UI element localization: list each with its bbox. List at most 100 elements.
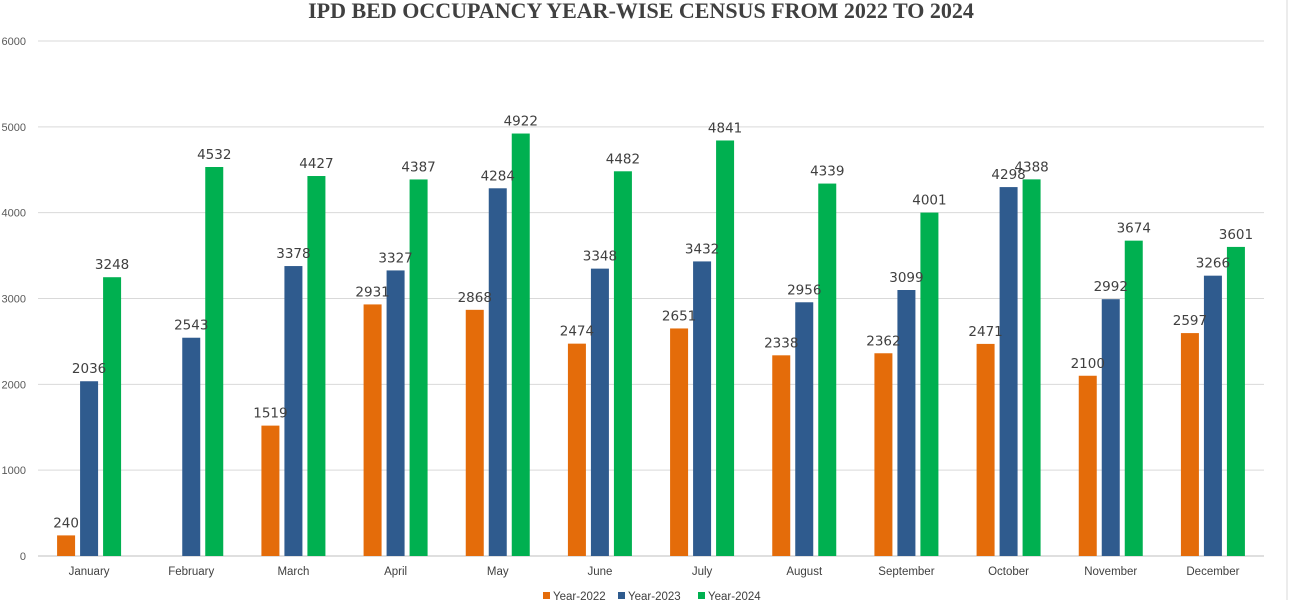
data-label: 4922	[504, 114, 538, 130]
y-tick-label: 5000	[2, 122, 26, 134]
bar	[1022, 179, 1041, 556]
bar	[182, 337, 201, 556]
data-label: 2100	[1071, 356, 1105, 372]
legend-swatch	[698, 592, 705, 599]
bar	[261, 425, 280, 556]
grid	[38, 40, 1264, 557]
bar	[386, 270, 405, 556]
bar	[976, 343, 995, 556]
data-label: 4482	[606, 151, 640, 167]
data-label: 1519	[253, 406, 287, 422]
bar	[670, 328, 689, 556]
bar	[716, 140, 735, 556]
data-label: 2474	[560, 324, 594, 340]
x-tick-label: August	[786, 566, 823, 578]
data-label: 2651	[662, 308, 696, 324]
bar	[488, 188, 507, 557]
data-label: 2471	[968, 324, 1002, 340]
bar	[363, 304, 382, 556]
data-label: 2597	[1173, 313, 1207, 329]
y-tick-label: 0	[20, 551, 26, 563]
data-label: 3674	[1117, 221, 1151, 237]
x-tick-label: January	[69, 566, 110, 578]
bar	[307, 176, 326, 556]
bar	[511, 133, 530, 557]
bar	[1226, 246, 1245, 556]
data-label: 3378	[276, 246, 310, 262]
legend-swatch	[618, 592, 625, 599]
bar	[205, 167, 224, 556]
bar	[284, 266, 303, 556]
bar	[772, 355, 791, 556]
bar	[57, 535, 76, 556]
bar	[920, 212, 939, 557]
data-label: 3099	[889, 270, 923, 286]
y-axis: 0 1000 2000 3000 4000 5000 6000	[2, 36, 26, 563]
data-label: 3248	[95, 257, 129, 273]
x-tick-label: November	[1084, 566, 1137, 578]
bar	[999, 187, 1018, 557]
y-tick-label: 6000	[2, 36, 26, 48]
y-tick-label: 1000	[2, 465, 26, 477]
data-label: 3348	[583, 249, 617, 265]
data-label: 2868	[458, 290, 492, 306]
data-label: 4001	[912, 193, 946, 209]
data-labels: 240 2036 3248 2543 4532 1519 3378 4427 2931 3327 4…	[53, 114, 1253, 532]
data-label: 2956	[787, 282, 821, 298]
x-tick-label: February	[168, 566, 214, 578]
x-tick-label: October	[988, 566, 1029, 578]
x-tick-label: December	[1186, 566, 1239, 578]
data-label: 4298	[991, 167, 1025, 183]
x-tick-label: March	[277, 566, 309, 578]
x-tick-label: July	[692, 566, 713, 578]
x-tick-label: April	[384, 566, 407, 578]
y-tick-label: 3000	[2, 294, 26, 306]
legend-label: Year-2023	[628, 591, 681, 600]
bar	[1203, 275, 1222, 556]
bar	[1078, 375, 1097, 556]
data-label: 3601	[1219, 227, 1253, 243]
data-label: 3327	[378, 250, 412, 266]
data-label: 4387	[401, 159, 435, 175]
data-label: 4339	[810, 164, 844, 180]
data-label: 4388	[1014, 159, 1048, 175]
chart-title: IPD BED OCCUPANCY YEAR-WISE CENSUS FROM …	[308, 0, 974, 23]
x-axis: January February March April May June July Augu…	[69, 566, 1240, 578]
bar	[590, 268, 609, 556]
legend-label: Year-2024	[708, 591, 761, 600]
bar	[1180, 333, 1199, 556]
bar	[103, 277, 122, 556]
data-label: 2362	[866, 333, 900, 349]
data-label: 2543	[174, 318, 208, 334]
data-label: 4841	[708, 120, 742, 136]
data-label: 2036	[72, 361, 106, 377]
legend-swatch	[543, 592, 550, 599]
bar	[80, 381, 99, 556]
legend: Year-2022 Year-2023 Year-2024	[543, 591, 761, 600]
y-tick-label: 4000	[2, 208, 26, 220]
data-label: 3432	[685, 241, 719, 257]
x-tick-label: June	[587, 566, 612, 578]
bar	[818, 183, 837, 557]
data-label: 2992	[1094, 279, 1128, 295]
bar	[465, 309, 484, 556]
bar	[693, 261, 712, 556]
data-label: 2931	[355, 284, 389, 300]
bar	[874, 353, 893, 556]
data-label: 3266	[1196, 256, 1230, 272]
y-tick-label: 2000	[2, 379, 26, 391]
x-tick-label: May	[487, 566, 509, 578]
bar	[897, 290, 916, 556]
bar	[1124, 240, 1143, 557]
legend-label: Year-2022	[553, 591, 606, 600]
data-label: 240	[53, 515, 79, 531]
bar	[567, 343, 586, 556]
data-label: 4532	[197, 147, 231, 163]
data-label: 4284	[481, 168, 515, 184]
bar	[613, 171, 632, 557]
bar	[1101, 299, 1120, 556]
x-tick-label: September	[878, 566, 934, 578]
bars	[57, 133, 1245, 557]
bar	[795, 302, 814, 556]
